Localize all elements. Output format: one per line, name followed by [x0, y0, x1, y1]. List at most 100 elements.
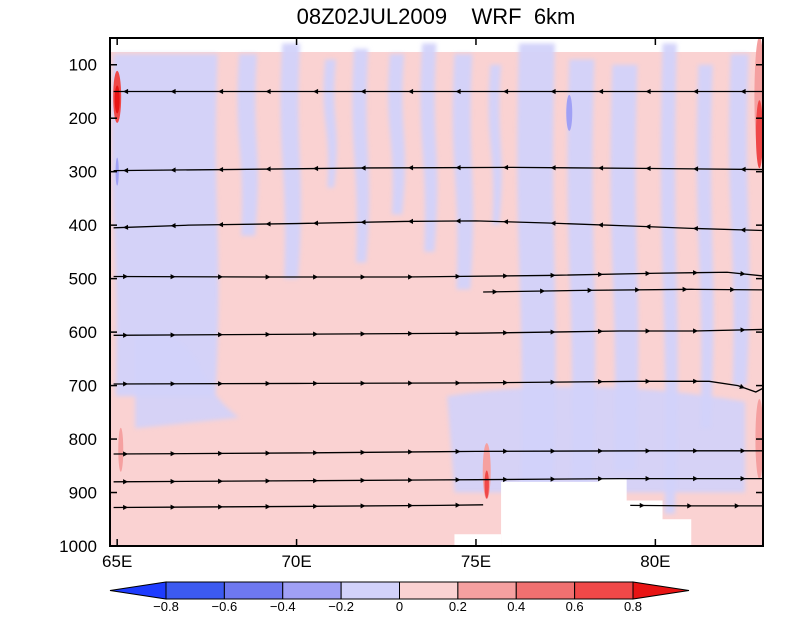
wind-arrowhead: [687, 503, 693, 509]
wind-arrowhead: [455, 88, 461, 95]
anomaly-spot: [114, 85, 120, 114]
wind-arrowhead: [218, 274, 224, 280]
streamline: [113, 450, 763, 455]
wind-arrowhead: [598, 328, 604, 334]
wind-arrowhead: [218, 88, 224, 95]
anomaly-spot: [118, 427, 124, 472]
colorbar-label: 0.4: [507, 599, 525, 614]
wind-arrowhead: [170, 274, 176, 280]
anomaly-spot: [755, 100, 763, 169]
wind-arrowhead: [693, 448, 699, 454]
wind-arrowhead: [597, 222, 604, 228]
wind-arrowhead: [313, 331, 319, 337]
wind-arrowhead: [502, 219, 509, 225]
negative-anomaly-band: [728, 54, 750, 386]
wind-arrowhead: [313, 478, 319, 484]
colorbar-arrow-low: [109, 581, 167, 600]
wind-arrowhead: [123, 224, 129, 230]
colorbar-cell: [223, 581, 284, 600]
y-tick-label: 100: [69, 56, 97, 75]
colorbar-label: 0: [396, 599, 403, 614]
negative-anomaly-region: [447, 386, 746, 493]
wind-arrowhead: [265, 380, 271, 387]
wind-arrowhead: [693, 328, 699, 334]
wind-arrowhead: [550, 220, 556, 226]
wind-arrowhead: [598, 379, 604, 385]
wind-arrowhead: [455, 502, 461, 508]
wind-arrowhead: [598, 448, 604, 454]
wind-arrowhead: [455, 273, 461, 280]
wind-arrowhead: [123, 479, 129, 485]
wind-arrowhead: [360, 477, 366, 483]
y-tick-label: 800: [69, 430, 97, 449]
negative-anomaly-region: [135, 332, 240, 429]
wind-arrowhead: [598, 165, 604, 171]
negative-anomaly-band: [488, 64, 502, 226]
x-axis: 65E 70E 75E 80E: [102, 38, 670, 571]
wind-arrowhead: [550, 88, 556, 95]
wind-arrowhead: [360, 449, 366, 455]
y-tick-label: 1000: [59, 537, 97, 556]
wind-arrowhead: [598, 88, 604, 95]
wind-arrowhead: [360, 380, 366, 386]
y-tick-label: 500: [69, 270, 97, 289]
wind-arrowhead: [503, 476, 509, 483]
wind-arrowhead: [503, 448, 509, 454]
wind-arrowhead: [408, 477, 414, 483]
colorbar-label: −0.4: [270, 599, 296, 614]
wind-arrowhead: [170, 88, 176, 95]
negative-anomaly-band: [237, 54, 258, 236]
colorbar-label: 0.2: [449, 599, 467, 614]
wind-arrowhead: [265, 166, 271, 172]
wind-arrowhead: [645, 270, 651, 277]
colorbar-cell: [282, 581, 342, 600]
y-tick-label: 900: [69, 484, 97, 503]
negative-anomaly-band: [610, 64, 639, 472]
negative-anomaly-band: [517, 43, 556, 493]
wind-arrowhead: [598, 271, 604, 278]
anomaly-field: [110, 38, 763, 546]
wind-arrowhead: [170, 504, 176, 510]
wind-arrowhead: [645, 165, 651, 172]
wind-arrowhead: [170, 451, 176, 457]
anomaly-spot: [484, 470, 489, 499]
colorbar-label: −0.2: [328, 599, 354, 614]
wind-arrowhead: [360, 165, 366, 171]
wind-arrowhead: [408, 380, 414, 386]
colorbar-label: 0.8: [624, 599, 642, 614]
y-tick-label: 600: [69, 323, 97, 342]
wind-arrowhead: [170, 167, 176, 173]
wind-arrowhead: [408, 449, 414, 455]
wind-arrowhead: [265, 450, 271, 456]
wind-arrowhead: [265, 331, 271, 338]
wind-arrowhead: [550, 165, 556, 171]
anomaly-hotspots: [113, 38, 763, 508]
wind-arrowhead: [503, 380, 509, 386]
anomaly-spot: [566, 94, 573, 131]
x-tick-label: 70E: [281, 552, 311, 571]
wind-arrowhead: [170, 223, 176, 229]
y-axis: 100 200 300 400 500 600 700 800 900 1000: [59, 56, 763, 556]
colorbar: −0.8 −0.6 −0.4 −0.2 0 0.2 0.4 0.6 0.8: [109, 581, 690, 614]
streamline: [113, 504, 484, 509]
wind-arrowhead: [740, 227, 746, 233]
colorbar-cell: [340, 581, 400, 600]
x-tick-label: 75E: [461, 552, 491, 571]
x-tick-label: 65E: [102, 552, 132, 571]
wind-arrowhead: [218, 450, 224, 457]
colorbar-cell: [457, 581, 517, 600]
y-tick-label: 700: [69, 377, 97, 396]
wind-arrowhead: [455, 477, 461, 483]
anomaly-bands: [111, 43, 750, 514]
wind-arrowhead: [170, 381, 176, 387]
wind-arrowhead: [313, 220, 319, 226]
wind-arrowhead: [492, 289, 498, 295]
wind-arrowhead: [218, 222, 224, 228]
wind-arrowhead: [740, 327, 746, 333]
wind-arrowhead: [740, 88, 746, 95]
wind-arrowhead: [313, 503, 319, 509]
streamline: [630, 504, 763, 507]
wind-arrowhead: [503, 273, 509, 279]
wind-arrowhead: [550, 379, 556, 385]
